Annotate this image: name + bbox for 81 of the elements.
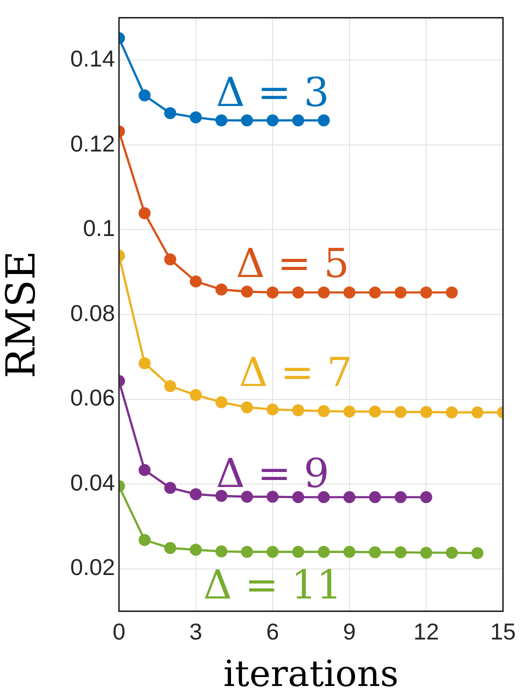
x-tick-label: 6 bbox=[266, 618, 279, 644]
y-tick-label: 0.08 bbox=[70, 300, 115, 326]
point bbox=[343, 286, 356, 298]
point bbox=[420, 406, 432, 418]
point bbox=[190, 389, 202, 402]
point bbox=[266, 286, 279, 298]
point bbox=[215, 283, 228, 296]
series-label: Δ = 5 bbox=[236, 240, 350, 287]
point bbox=[292, 546, 304, 558]
point bbox=[215, 396, 228, 408]
point bbox=[292, 491, 304, 504]
point bbox=[266, 403, 279, 416]
point bbox=[420, 286, 432, 298]
series-label: Δ = 11 bbox=[203, 562, 342, 608]
point bbox=[241, 114, 253, 126]
point bbox=[369, 546, 381, 558]
y-tick-label: 0.06 bbox=[70, 384, 115, 411]
point bbox=[190, 111, 202, 124]
point bbox=[394, 546, 407, 558]
point bbox=[420, 546, 432, 559]
y-tick-label: 0.1 bbox=[83, 215, 115, 242]
point bbox=[318, 491, 330, 504]
point bbox=[343, 406, 356, 418]
point bbox=[394, 491, 407, 504]
x-tick-label: 0 bbox=[112, 618, 126, 644]
point bbox=[446, 546, 458, 559]
y-axis-title: RMSE bbox=[0, 250, 44, 378]
point bbox=[292, 404, 304, 416]
point bbox=[190, 544, 202, 556]
point bbox=[471, 406, 484, 418]
point bbox=[394, 406, 407, 418]
point bbox=[215, 114, 228, 126]
point bbox=[394, 286, 407, 298]
y-tick-label: 0.02 bbox=[70, 554, 115, 580]
point bbox=[241, 286, 253, 298]
point bbox=[471, 547, 484, 560]
point bbox=[138, 357, 151, 370]
point bbox=[164, 253, 176, 266]
point bbox=[138, 464, 151, 476]
point bbox=[343, 546, 356, 558]
x-tick-label: 15 bbox=[490, 618, 516, 644]
x-tick-label: 3 bbox=[189, 618, 202, 644]
point bbox=[164, 542, 176, 554]
point bbox=[446, 286, 458, 298]
series-label: Δ = 7 bbox=[238, 350, 352, 396]
point bbox=[138, 207, 151, 220]
point bbox=[164, 380, 176, 392]
series-label: Δ = 3 bbox=[216, 70, 330, 116]
point bbox=[164, 482, 176, 494]
point bbox=[369, 406, 381, 418]
point bbox=[292, 114, 304, 126]
point bbox=[369, 491, 381, 504]
point bbox=[241, 490, 253, 503]
point bbox=[369, 286, 381, 298]
y-tick-label: 0.04 bbox=[70, 469, 116, 496]
point bbox=[318, 546, 330, 558]
point bbox=[318, 286, 330, 298]
point bbox=[266, 490, 279, 503]
point bbox=[138, 534, 151, 546]
point bbox=[343, 491, 356, 504]
y-tick-label: 0.12 bbox=[70, 130, 115, 156]
series-label: Δ = 9 bbox=[216, 451, 330, 498]
point bbox=[190, 488, 202, 500]
point bbox=[266, 546, 279, 558]
x-tick-label: 12 bbox=[413, 618, 439, 644]
x-axis-title: iterations bbox=[223, 654, 399, 695]
point bbox=[190, 275, 202, 288]
y-tick-label: 0.14 bbox=[70, 46, 116, 72]
point bbox=[241, 546, 253, 558]
point bbox=[215, 545, 228, 558]
point bbox=[241, 401, 253, 414]
point bbox=[420, 491, 432, 504]
point bbox=[266, 114, 279, 126]
point bbox=[164, 107, 176, 120]
point bbox=[318, 405, 330, 418]
point bbox=[138, 89, 151, 102]
point bbox=[292, 286, 304, 298]
point bbox=[446, 406, 458, 418]
point bbox=[318, 114, 330, 126]
point bbox=[215, 490, 228, 502]
x-tick-label: 9 bbox=[343, 618, 356, 644]
